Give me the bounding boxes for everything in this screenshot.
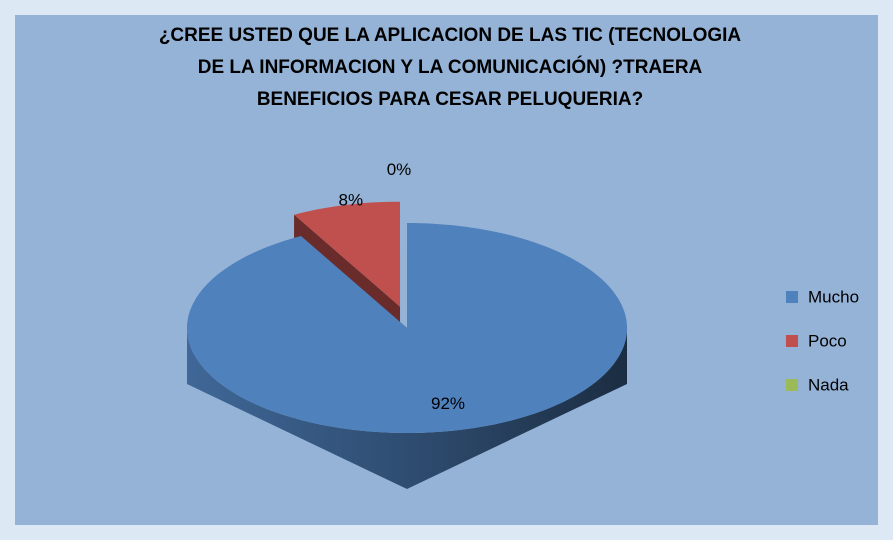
- legend-swatch: [786, 291, 798, 303]
- legend-label: Poco: [808, 331, 847, 350]
- data-label: 92%: [431, 394, 465, 413]
- chart-title: BENEFICIOS PARA CESAR PELUQUERIA?: [257, 89, 643, 110]
- legend-swatch: [786, 379, 798, 391]
- legend-swatch: [786, 335, 798, 347]
- slice-side: [187, 328, 627, 489]
- legend-label: Mucho: [808, 287, 859, 306]
- chart-title: ¿CREE USTED QUE LA APLICACION DE LAS TIC…: [159, 25, 742, 46]
- data-label: 0%: [387, 160, 412, 179]
- slice: [294, 201, 401, 307]
- data-label: 8%: [339, 191, 364, 210]
- chart-title: DE LA INFORMACION Y LA COMUNICACIÓN) ?TR…: [198, 56, 703, 78]
- legend-label: Nada: [808, 375, 849, 394]
- slice: [187, 223, 627, 433]
